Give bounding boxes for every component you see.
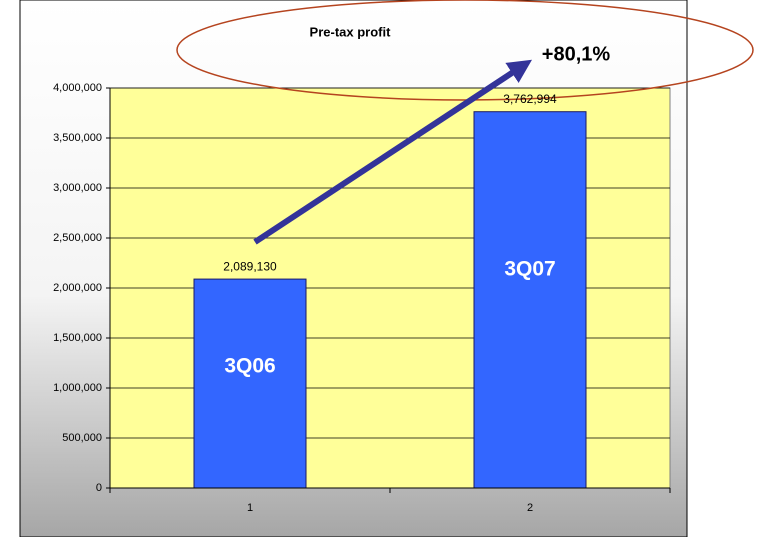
data-label: 3,762,994 [503, 92, 557, 106]
highlight-ellipse [176, 0, 754, 101]
y-tick-label: 2,000,000 [53, 282, 102, 294]
growth-arrow [253, 59, 533, 245]
y-tick-label: 4,000,000 [53, 82, 102, 94]
bar-label: 3Q07 [504, 257, 555, 280]
y-tick-label: 1,500,000 [53, 332, 102, 344]
x-tick-label: 1 [247, 502, 253, 514]
bar [473, 111, 587, 489]
annotation: +80,1% [542, 43, 611, 65]
y-tick-label: 3,500,000 [53, 132, 102, 144]
bar-label: 3Q06 [224, 354, 275, 377]
y-tick-label: 3,000,000 [53, 182, 102, 194]
y-tick-label: 0 [96, 482, 102, 494]
bar [193, 278, 307, 489]
chart-title: Pre-tax profit [310, 24, 392, 39]
x-tick-label: 2 [527, 502, 533, 514]
y-tick-label: 500,000 [62, 432, 102, 444]
y-tick-label: 1,000,000 [53, 382, 102, 394]
data-label: 2,089,130 [223, 259, 277, 273]
y-tick-label: 2,500,000 [53, 232, 102, 244]
